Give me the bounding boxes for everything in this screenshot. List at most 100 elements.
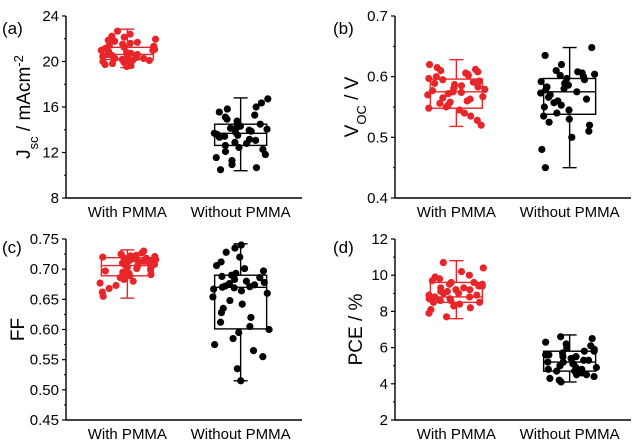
data-point [133, 50, 141, 59]
panel-label: (b) [333, 19, 354, 38]
data-point [119, 40, 127, 48]
data-point [119, 268, 127, 276]
data-point [235, 143, 243, 152]
panel-a: (a) 8 12 16 20 24 Jsc / mAcm-2 With PMMA Without… [2, 8, 302, 221]
y-title-rest: / V [342, 76, 363, 105]
data-point [569, 360, 578, 368]
data-point [98, 288, 106, 296]
data-point [264, 95, 272, 103]
data-point [237, 287, 246, 295]
y-tick-label: 10 [371, 267, 388, 284]
y-tick-label: 20 [42, 54, 59, 71]
series-with-pmma [97, 27, 160, 71]
data-point [537, 77, 545, 86]
data-point [467, 112, 475, 120]
data-point [215, 108, 223, 116]
data-point [562, 340, 570, 348]
data-point [126, 39, 134, 47]
data-point [428, 87, 437, 95]
data-point [231, 138, 239, 146]
y-tick-label: 12 [42, 145, 59, 162]
data-point [439, 94, 447, 102]
data-point [221, 132, 229, 140]
y-title-main: FF [8, 318, 29, 341]
data-point [479, 93, 487, 101]
data-point [554, 97, 562, 105]
data-point [256, 274, 264, 282]
data-point [436, 296, 444, 305]
data-point [140, 54, 148, 63]
data-point [542, 338, 550, 346]
panel-d: (d) 2 4 6 8 10 12 PCE / % With PMMA Without PMMA [333, 231, 631, 443]
data-point [546, 91, 554, 99]
data-point [231, 244, 239, 252]
data-point [126, 252, 135, 260]
panel-label: (a) [2, 19, 23, 38]
data-point [457, 82, 466, 90]
data-point [259, 353, 267, 361]
data-point [565, 106, 573, 114]
series-with-pmma [96, 247, 160, 300]
data-point [545, 118, 553, 126]
data-point [541, 164, 549, 172]
y-tick-label: 0.65 [30, 291, 59, 308]
panel-b: (b) 0.4 0.5 0.6 0.7 VOC / V With PMMA Without P… [333, 8, 631, 221]
data-point [218, 272, 226, 281]
data-point [233, 117, 241, 125]
x-category-label: With PMMA [417, 204, 496, 221]
series-with-pmma [425, 258, 487, 321]
data-point [129, 277, 137, 285]
data-point [572, 353, 580, 361]
data-point [252, 164, 261, 172]
data-point [590, 70, 599, 78]
data-point [105, 284, 113, 293]
data-point [126, 30, 134, 38]
y-title-main: V [342, 124, 363, 137]
data-point [233, 365, 241, 373]
data-point [466, 293, 474, 301]
data-point [582, 95, 591, 103]
data-point [265, 325, 273, 334]
data-point [96, 279, 104, 287]
data-point [249, 347, 258, 355]
data-point [557, 60, 566, 69]
data-point [478, 280, 486, 288]
y-tick-label: 0.50 [30, 382, 59, 399]
data-point [210, 129, 219, 137]
series-without-pmma [209, 241, 273, 385]
data-point [425, 74, 433, 83]
data-point [145, 56, 153, 65]
data-point [108, 32, 116, 40]
y-axis-title: FF [8, 318, 29, 341]
panel-c: (c) 0.45 0.50 0.55 0.60 0.65 0.70 0.75 FF With PM… [2, 231, 302, 443]
data-point [225, 280, 233, 288]
data-point [210, 285, 218, 293]
data-point [228, 156, 236, 165]
data-point [585, 127, 593, 135]
data-point [474, 83, 482, 91]
x-category-label: Without PMMA [520, 426, 620, 443]
y-tick-label: 0.4 [367, 190, 388, 207]
data-point [544, 358, 552, 366]
data-point [263, 289, 271, 297]
y-tick-label: 2 [380, 412, 388, 429]
y-tick-label: 24 [42, 8, 59, 25]
data-point [245, 135, 254, 143]
data-point [238, 300, 246, 308]
data-point [452, 286, 460, 294]
data-point [585, 121, 594, 129]
data-point [462, 69, 470, 77]
y-tick-label: 0.45 [30, 412, 59, 429]
data-point [439, 76, 447, 84]
data-point [151, 252, 159, 261]
x-category-label: Without PMMA [520, 204, 620, 221]
data-point [125, 269, 133, 277]
data-point [222, 248, 230, 256]
data-point [473, 116, 481, 124]
data-point [252, 103, 260, 111]
y-title-main: J [14, 149, 35, 159]
y-title-rest: / mAcm [14, 67, 35, 137]
data-point [544, 365, 552, 373]
series-without-pmma [542, 333, 601, 386]
